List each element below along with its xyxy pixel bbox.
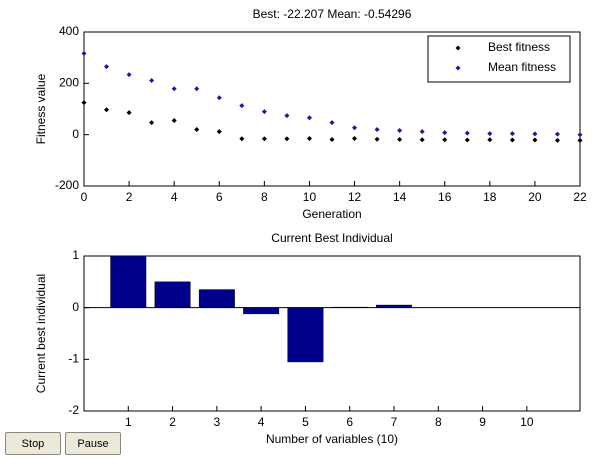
x-tick-label: 16	[438, 190, 452, 204]
data-point	[554, 131, 560, 137]
data-point	[509, 137, 515, 143]
legend-marker	[455, 65, 461, 71]
data-point	[284, 136, 290, 142]
data-point	[352, 125, 358, 131]
pause-button[interactable]: Pause	[65, 432, 121, 455]
data-point	[104, 64, 110, 70]
stop-button[interactable]: Stop	[5, 432, 61, 455]
data-point	[284, 113, 290, 119]
bar	[287, 307, 324, 363]
data-point	[397, 128, 403, 134]
data-point	[464, 130, 470, 136]
y-tick-label: 400	[59, 24, 79, 38]
x-tick-label: 6	[216, 190, 223, 204]
y-tick-label: 0	[72, 127, 79, 141]
x-tick-label: 9	[479, 415, 486, 429]
x-tick-label: 10	[520, 415, 534, 429]
data-point	[329, 137, 335, 143]
data-point	[442, 137, 448, 143]
data-point	[126, 110, 132, 116]
chart-title: Best: -22.207 Mean: -0.54296	[253, 7, 412, 21]
data-point	[442, 130, 448, 136]
data-point	[419, 137, 425, 143]
data-point	[81, 100, 87, 106]
data-point	[464, 137, 470, 143]
data-point	[374, 136, 380, 142]
data-point	[239, 136, 245, 142]
data-point	[329, 120, 335, 126]
x-tick-label: 18	[483, 190, 497, 204]
data-point	[374, 127, 380, 133]
data-point	[171, 118, 177, 124]
bar	[154, 281, 191, 308]
data-point	[352, 136, 358, 142]
data-point	[194, 127, 200, 133]
x-tick-label: 22	[573, 190, 587, 204]
data-point	[261, 109, 267, 115]
data-point	[397, 137, 403, 143]
data-point	[554, 137, 560, 143]
data-point	[194, 86, 200, 92]
data-point	[171, 86, 177, 92]
y-axis-label: Current best individual	[34, 274, 48, 393]
x-tick-label: 1	[125, 415, 132, 429]
x-tick-label: 8	[261, 190, 268, 204]
x-tick-label: 20	[528, 190, 542, 204]
axes-box	[83, 255, 581, 412]
y-tick-label: -200	[55, 178, 79, 192]
x-tick-label: 12	[348, 190, 362, 204]
y-tick-label: -1	[68, 352, 79, 366]
x-tick-label: 2	[126, 190, 133, 204]
data-point	[126, 72, 132, 78]
x-tick-label: 2	[169, 415, 176, 429]
data-point	[419, 129, 425, 135]
y-axis-label: Fitness value	[34, 73, 48, 144]
data-point	[577, 137, 583, 143]
data-point	[261, 136, 267, 142]
data-point	[104, 107, 110, 113]
y-tick-label: 200	[59, 76, 79, 90]
x-tick-label: 8	[435, 415, 442, 429]
x-tick-label: 3	[214, 415, 221, 429]
y-tick-label: -2	[68, 403, 79, 417]
x-axis-label: Number of variables (10)	[266, 432, 398, 446]
bar	[198, 289, 235, 308]
x-tick-label: 5	[302, 415, 309, 429]
data-point	[149, 78, 155, 84]
data-point	[487, 131, 493, 137]
x-tick-label: 0	[81, 190, 88, 204]
data-point	[509, 131, 515, 137]
data-point	[306, 136, 312, 142]
legend-label: Best fitness	[488, 40, 550, 54]
data-point	[216, 129, 222, 135]
chart-title: Current Best Individual	[271, 231, 392, 245]
y-tick-label: 0	[72, 300, 79, 314]
y-tick-label: 1	[72, 248, 79, 262]
data-point	[239, 103, 245, 109]
bar	[110, 255, 147, 308]
data-point	[149, 120, 155, 126]
bar	[243, 307, 280, 315]
legend-box	[427, 35, 571, 83]
data-point	[532, 137, 538, 143]
data-point	[216, 95, 222, 101]
data-point	[577, 132, 583, 138]
data-point	[532, 131, 538, 137]
legend-label: Mean fitness	[488, 60, 556, 74]
x-axis-label: Generation	[302, 207, 361, 221]
x-tick-label: 7	[391, 415, 398, 429]
x-tick-label: 4	[171, 190, 178, 204]
data-point	[306, 115, 312, 121]
x-tick-label: 6	[346, 415, 353, 429]
x-tick-label: 10	[303, 190, 317, 204]
data-point	[81, 51, 87, 57]
x-tick-label: 4	[258, 415, 265, 429]
data-point	[487, 137, 493, 143]
x-tick-label: 14	[393, 190, 407, 204]
legend-marker	[455, 45, 461, 51]
